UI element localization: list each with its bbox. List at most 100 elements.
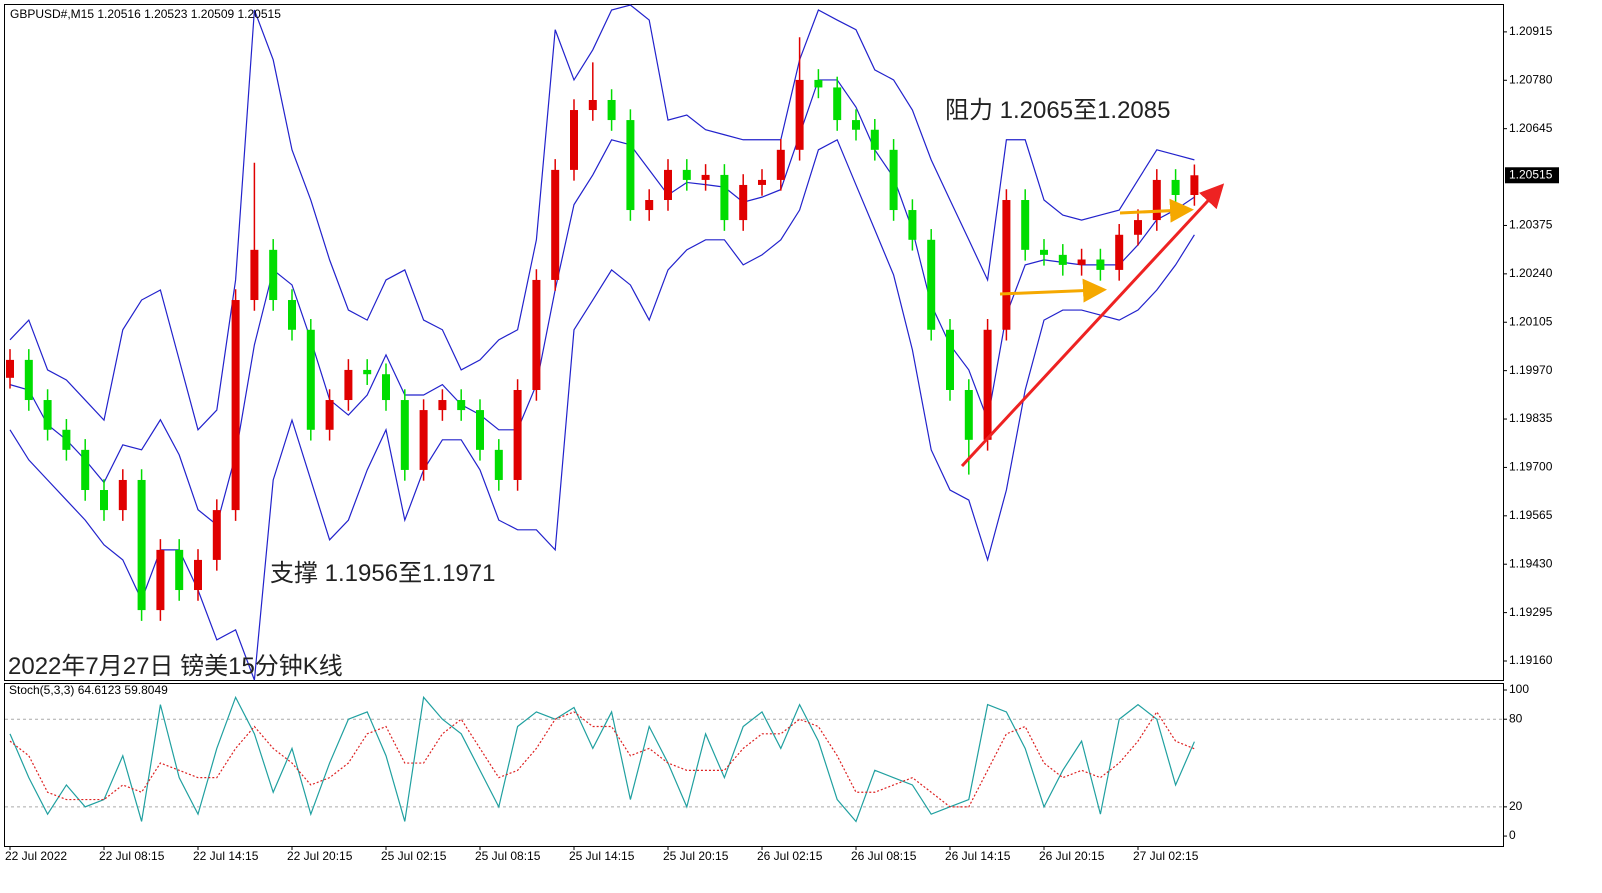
candle-body <box>739 184 748 221</box>
y-tick-label: 1.19700 <box>1509 460 1553 474</box>
candle-body <box>325 400 334 430</box>
candle-body <box>532 279 541 390</box>
y-tick-label: 20 <box>1509 799 1523 813</box>
candle-body <box>62 429 71 450</box>
candle-body <box>306 329 315 430</box>
candle-body <box>24 359 33 401</box>
candle-body <box>964 389 973 440</box>
candle-body <box>833 87 842 121</box>
y-tick-label: 1.20915 <box>1509 24 1553 38</box>
candle-body <box>118 479 127 511</box>
candle-body <box>927 239 936 330</box>
candle-body <box>1115 234 1124 270</box>
candle-body <box>231 300 240 511</box>
candle-body <box>1021 200 1030 250</box>
y-tick-label: 1.20375 <box>1509 218 1553 232</box>
candle-body <box>288 300 296 330</box>
candle-body <box>795 79 804 150</box>
candle-body <box>682 169 691 180</box>
support-note: 支撑 1.1956至1.1971 <box>270 560 495 587</box>
bollinger-band <box>9 138 1195 681</box>
candle-body <box>758 179 766 185</box>
candle-body <box>494 449 503 480</box>
y-tick-label: 1.19430 <box>1509 556 1553 570</box>
candle-body <box>701 174 710 180</box>
candle-body <box>1134 220 1142 235</box>
resistance-note: 阻力 1.2065至1.2085 <box>945 97 1170 124</box>
candle-body <box>946 329 954 390</box>
candle-body <box>156 549 165 611</box>
chart-header: GBPUSD#,M15 1.20516 1.20523 1.20509 1.20… <box>10 7 281 21</box>
candle-body <box>1077 259 1086 265</box>
candle-body <box>570 110 578 170</box>
range-arrow <box>999 278 1107 303</box>
candle-body <box>1152 179 1161 221</box>
candle-body <box>814 79 823 88</box>
candle-body <box>382 374 390 401</box>
candle-body <box>588 99 597 111</box>
candle-body <box>438 400 447 411</box>
x-tick-label: 25 Jul 14:15 <box>569 849 635 863</box>
candle-body <box>344 369 353 401</box>
candle-body <box>400 400 409 470</box>
candle-body <box>908 210 917 240</box>
oscillator-line <box>9 695 1195 823</box>
candle-body <box>551 169 560 280</box>
range-arrow <box>1119 198 1194 223</box>
candle-body <box>776 149 785 180</box>
candle-body <box>1040 249 1048 255</box>
candle-body <box>720 174 729 221</box>
y-tick-label: 1.20240 <box>1509 266 1553 280</box>
candle-body <box>1171 179 1180 195</box>
bollinger-band <box>9 4 1195 431</box>
candle-body <box>43 400 52 430</box>
x-tick-label: 25 Jul 08:15 <box>475 849 541 863</box>
y-tick-label: 1.19160 <box>1509 653 1553 667</box>
plot-layer: 1.20915 1.20780 1.20645 1.20375 1.20240 1.201… <box>5 4 1559 863</box>
candle-body <box>1002 200 1011 330</box>
candle-body <box>626 120 635 211</box>
y-tick-label: 1.20105 <box>1509 314 1553 328</box>
candle-body <box>419 410 428 470</box>
x-tick-label: 26 Jul 20:15 <box>1039 849 1105 863</box>
candle-body <box>1096 259 1105 270</box>
trend-arrow <box>960 183 1225 468</box>
x-tick-label: 22 Jul 20:15 <box>287 849 353 863</box>
candle-body <box>6 359 14 378</box>
candle-body <box>664 169 672 201</box>
candle-body <box>269 249 278 301</box>
x-tick-label: 22 Jul 08:15 <box>99 849 165 863</box>
bollinger-band <box>9 79 1195 526</box>
last-price-box <box>1505 167 1559 184</box>
candle-body <box>870 129 879 150</box>
x-tick-label: 26 Jul 08:15 <box>851 849 917 863</box>
candle-body <box>175 549 184 591</box>
candle-body <box>476 410 484 450</box>
oscillator-panel <box>4 683 1504 847</box>
y-tick-label: 1.19970 <box>1509 363 1553 377</box>
candle-body <box>1058 254 1067 265</box>
candle-body <box>1190 175 1199 195</box>
y-tick-label: 1.20645 <box>1509 121 1553 135</box>
x-tick-label: 22 Jul 14:15 <box>193 849 259 863</box>
y-tick-label: 1.19295 <box>1509 605 1553 619</box>
y-tick-label: 80 <box>1509 711 1523 725</box>
x-tick-label: 26 Jul 02:15 <box>757 849 823 863</box>
candle-body <box>852 120 860 130</box>
x-tick-label: 25 Jul 02:15 <box>381 849 447 863</box>
chart-caption: 2022年7月27日 镑美15分钟K线 <box>8 653 343 680</box>
candle-body <box>250 249 259 301</box>
y-tick-label: 100 <box>1509 682 1529 696</box>
candle-body <box>363 369 372 375</box>
candle-body <box>212 510 221 560</box>
oscillator-label: Stoch(5,3,3) 64.6123 59.8049 <box>9 683 168 697</box>
last-price-label: 1.20515 <box>1509 167 1553 181</box>
candle-body <box>513 389 522 480</box>
y-tick-label: 1.19565 <box>1509 508 1553 522</box>
candle-body <box>81 449 90 491</box>
price-panel <box>4 4 1504 681</box>
candle-body <box>100 490 108 511</box>
candle-body <box>194 559 202 591</box>
x-tick-label: 22 Jul 2022 <box>5 849 67 863</box>
